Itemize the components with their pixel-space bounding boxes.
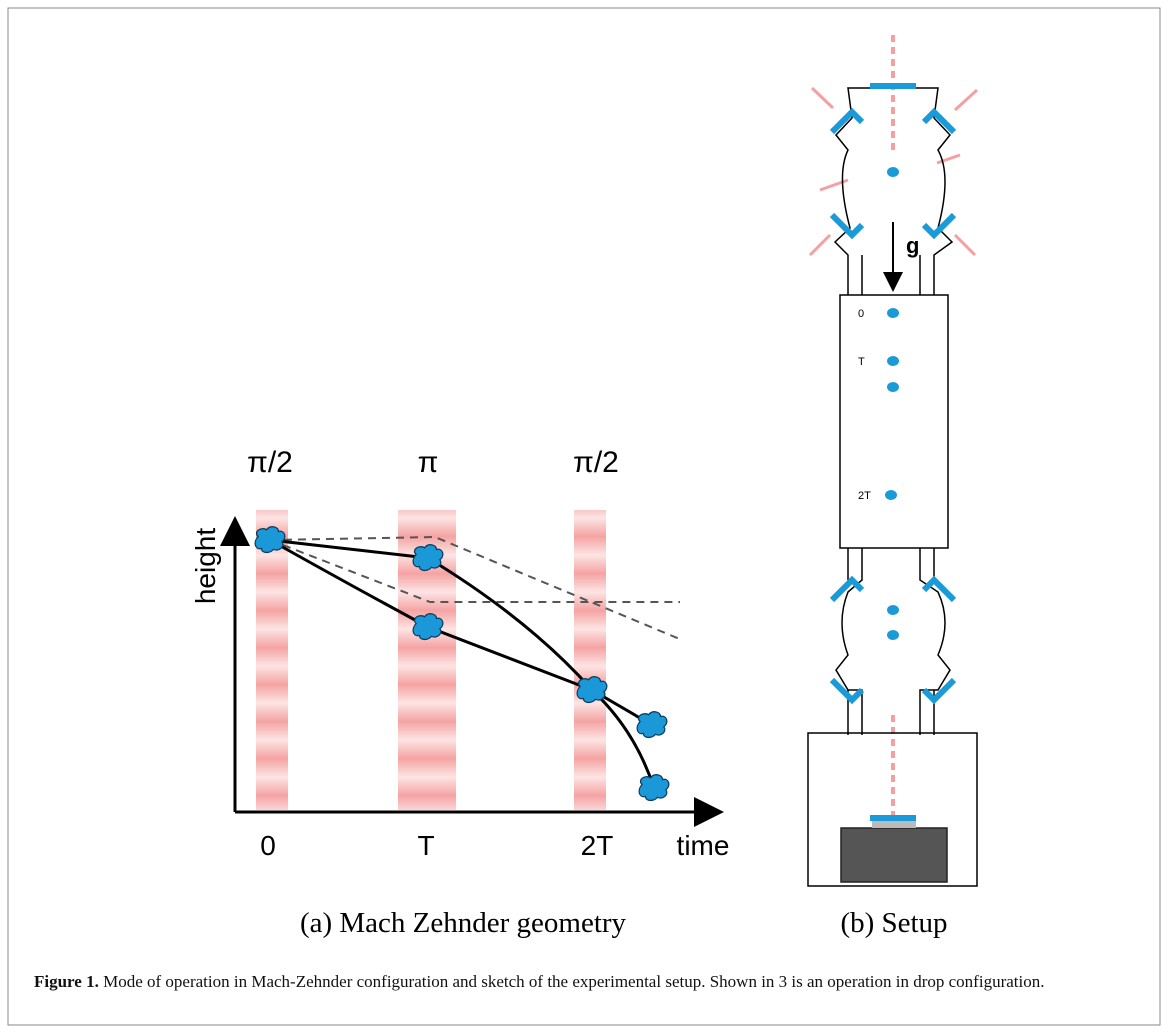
time-label: 2T xyxy=(858,490,871,502)
classical-paths xyxy=(269,535,683,641)
x-tick-label: T xyxy=(417,830,434,861)
pulse-label: π/2 xyxy=(247,446,293,479)
gravity-label: g xyxy=(906,233,919,258)
subcaption: (a) Mach Zehnder geometry xyxy=(300,907,627,939)
caption-label: Figure 1. xyxy=(34,972,99,991)
time-label: T xyxy=(858,356,865,368)
pulse-label: π/2 xyxy=(573,446,619,479)
pulse-label: π xyxy=(418,446,439,479)
figure-border xyxy=(7,7,1161,1026)
pulse-band xyxy=(256,510,288,810)
y-axis-label: height xyxy=(190,528,221,605)
x-axis-label: time xyxy=(677,830,730,861)
panel-a: π/2 π π/2 height 0 T 2T time (a) Mach Ze… xyxy=(190,446,729,939)
time-label: 0 xyxy=(858,308,864,320)
x-tick-label: 2T xyxy=(581,830,614,861)
x-tick-label: 0 xyxy=(260,830,276,861)
caption-text: Mode of operation in Mach-Zehnder config… xyxy=(103,972,1045,991)
panel-b xyxy=(807,35,979,887)
figure-caption: Figure 1. Mode of operation in Mach-Zehn… xyxy=(34,970,1144,994)
pulse-band xyxy=(574,510,606,810)
subcaption: (b) Setup xyxy=(840,907,947,939)
